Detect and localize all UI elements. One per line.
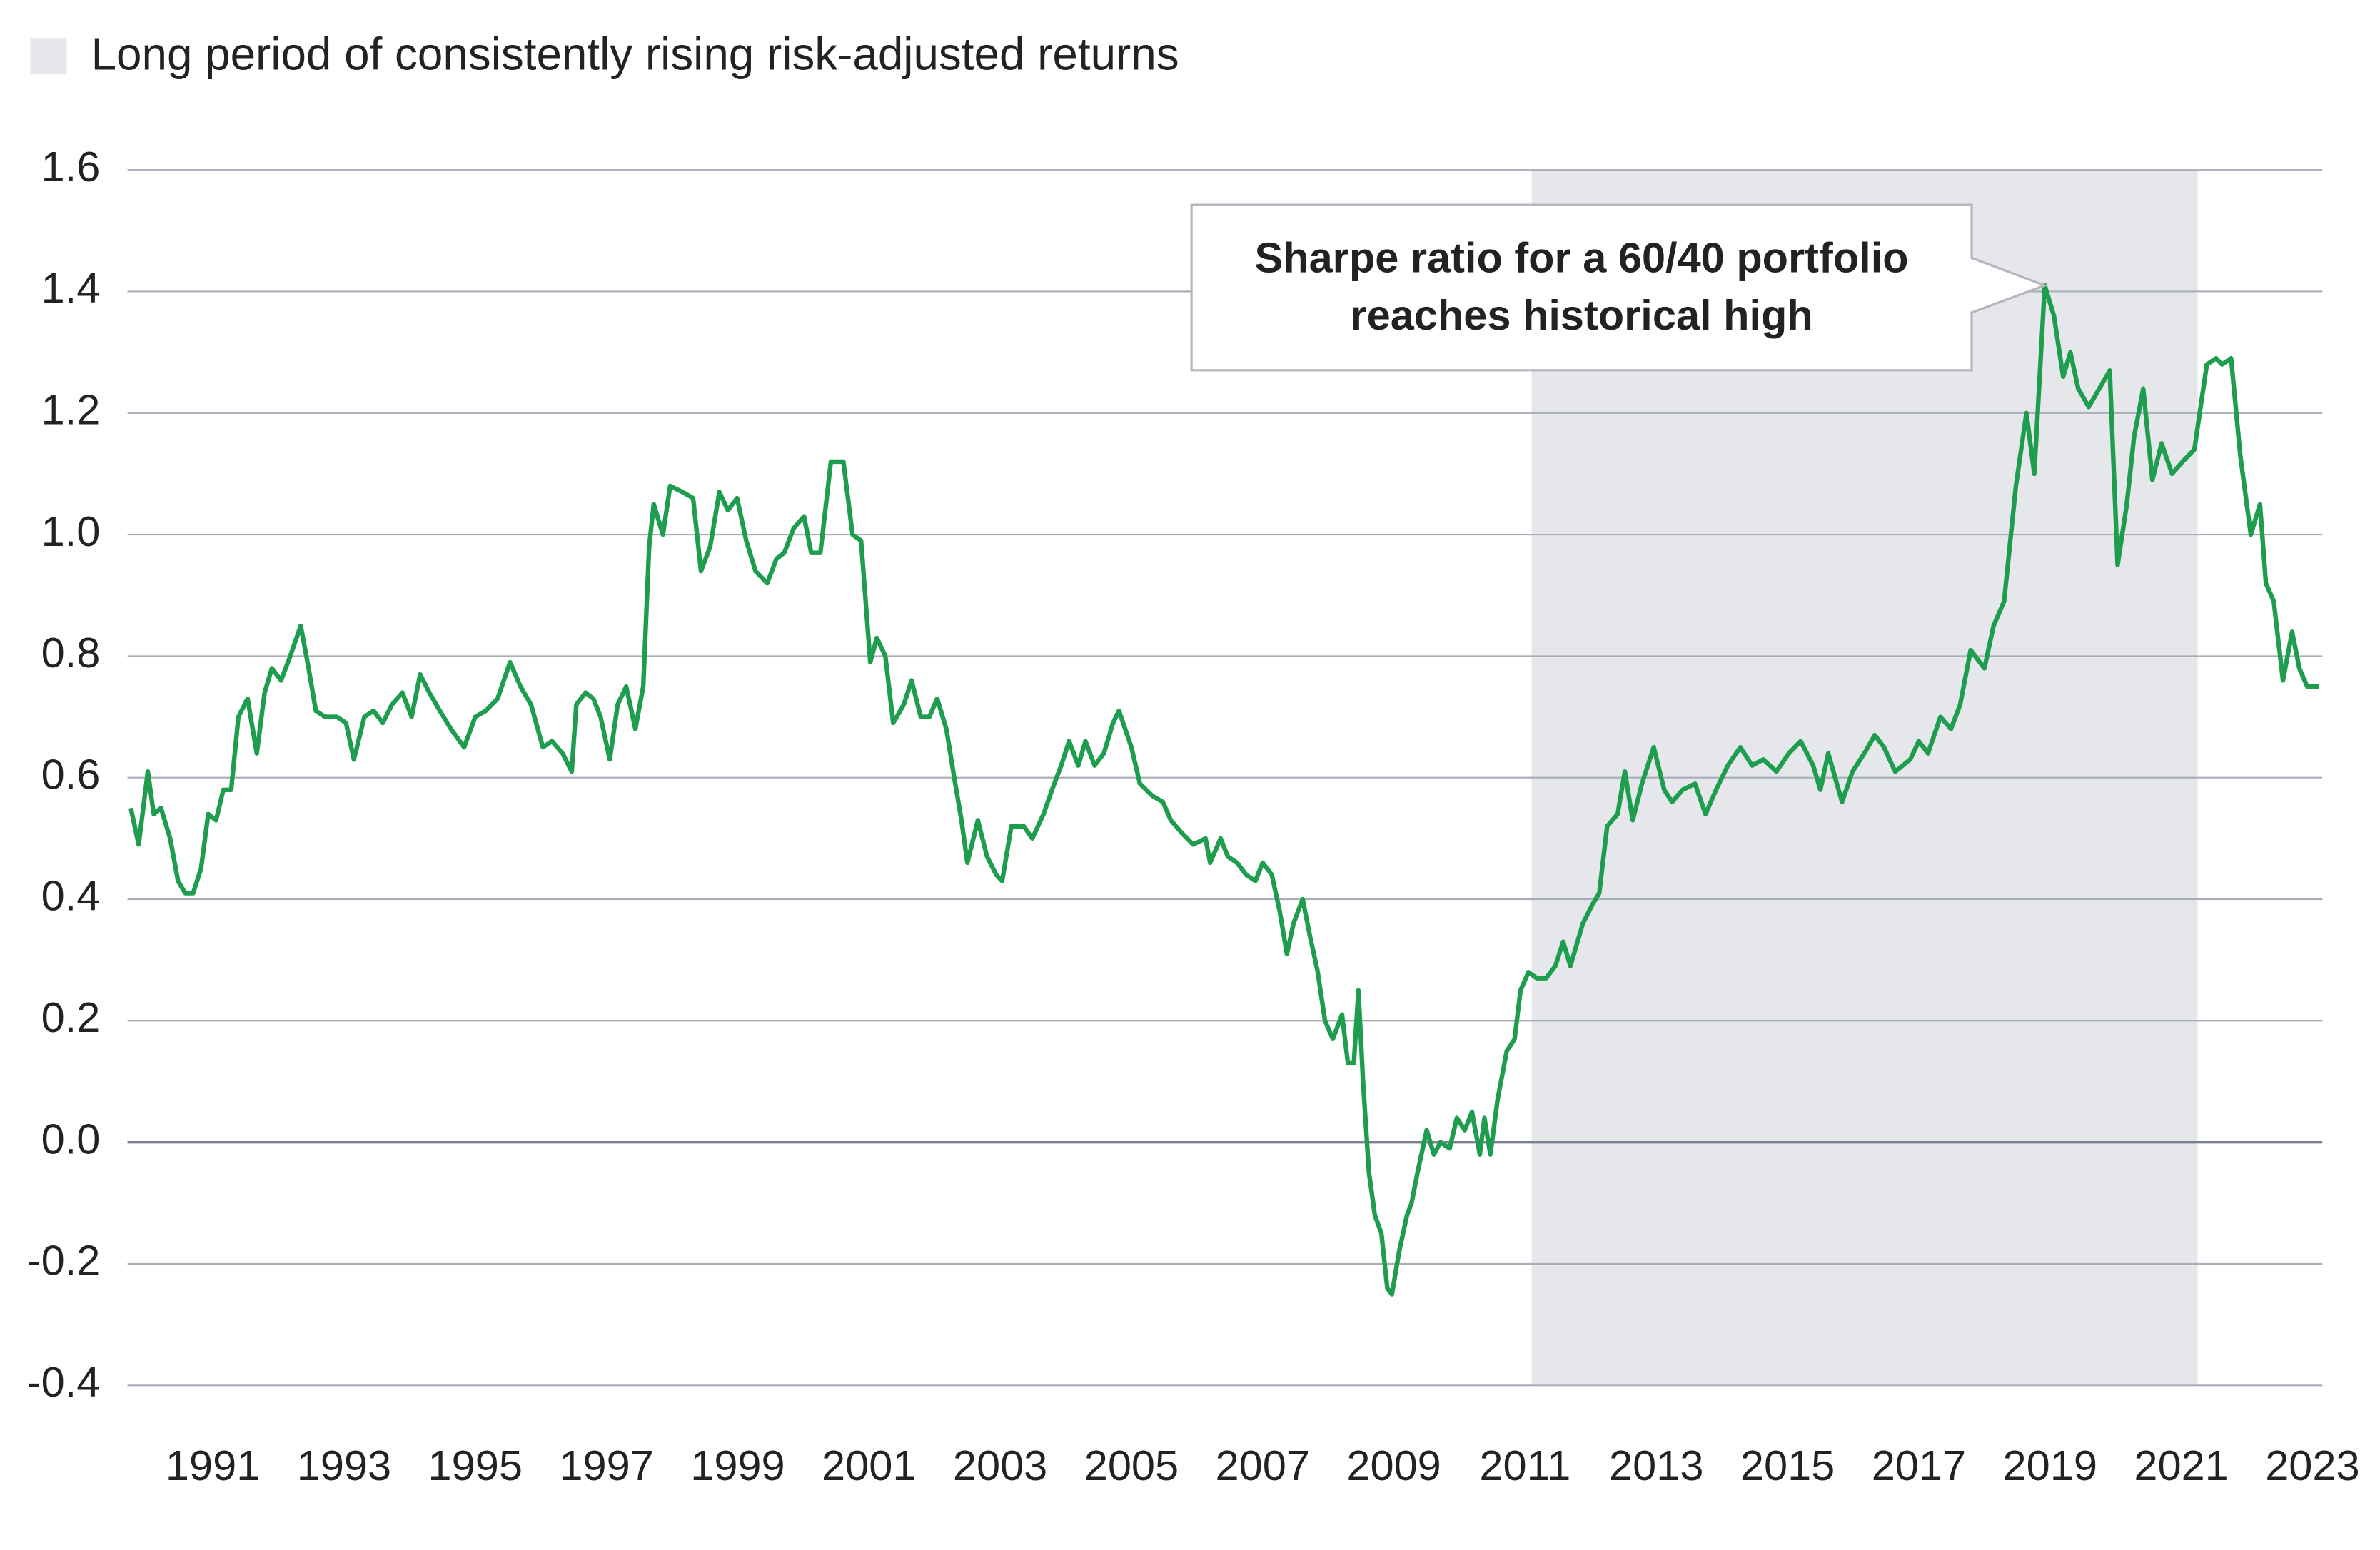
- annotation-text: Sharpe ratio for a 60/40 portfolio: [1255, 233, 1909, 281]
- x-tick-label: 1991: [166, 1442, 260, 1489]
- y-tick-label: 0.4: [41, 872, 101, 920]
- data-line: [128, 283, 2319, 1297]
- annotation-box: [1190, 203, 2048, 372]
- y-tick-label: 0.6: [41, 750, 101, 798]
- y-tick-label: 1.6: [41, 143, 101, 191]
- x-tick-label: 1997: [559, 1442, 653, 1489]
- legend-label: Long period of consistently rising risk-…: [91, 29, 1179, 80]
- x-tick-label: 2005: [1084, 1442, 1179, 1489]
- y-tick-label: 0.8: [41, 629, 101, 677]
- legend-swatch: [30, 38, 67, 75]
- y-tick-label: 1.2: [41, 385, 101, 433]
- x-tick-label: 2023: [2265, 1442, 2359, 1489]
- y-tick-label: -0.2: [27, 1237, 101, 1285]
- x-tick-label: 1995: [428, 1442, 523, 1489]
- y-tick-label: 0.0: [41, 1115, 101, 1162]
- x-tick-label: 1993: [297, 1442, 391, 1489]
- x-tick-label: 2013: [1609, 1442, 1703, 1489]
- y-tick-label: 1.4: [41, 264, 101, 312]
- x-tick-label: 2021: [2134, 1442, 2228, 1489]
- x-tick-label: 2007: [1216, 1442, 1310, 1489]
- x-tick-label: 1999: [690, 1442, 785, 1489]
- y-tick-label: -0.4: [27, 1358, 101, 1406]
- annotation-text: reaches historical high: [1350, 291, 1812, 339]
- x-tick-label: 2009: [1346, 1442, 1441, 1489]
- x-tick-label: 2003: [953, 1442, 1047, 1489]
- x-tick-label: 2015: [1740, 1442, 1835, 1489]
- x-tick-label: 2019: [2003, 1442, 2097, 1489]
- x-tick-label: 2001: [822, 1442, 916, 1489]
- x-tick-label: 2017: [1872, 1442, 1966, 1489]
- y-tick-label: 1.0: [41, 507, 101, 555]
- y-tick-label: 0.2: [41, 993, 101, 1041]
- x-tick-label: 2011: [1479, 1442, 1570, 1489]
